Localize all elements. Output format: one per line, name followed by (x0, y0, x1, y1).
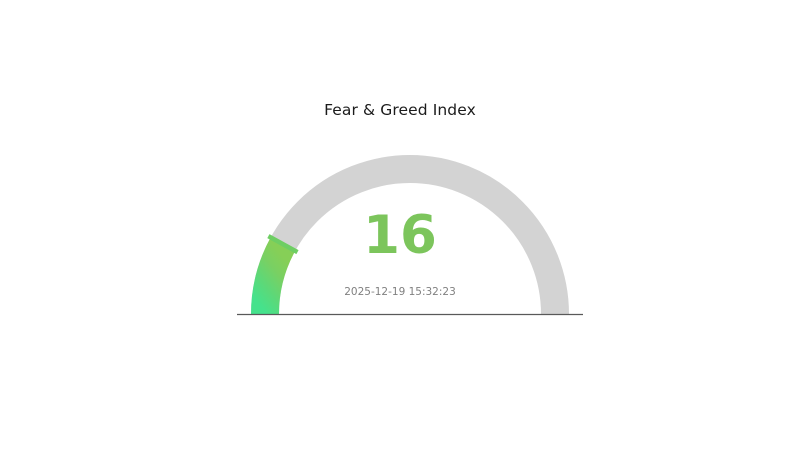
gauge-value-readout: 16 (363, 205, 437, 266)
gauge-timestamp: 2025-12-19 15:32:23 (344, 286, 456, 298)
page-title: Fear & Greed Index (324, 101, 476, 119)
gauge-arc-icon (251, 237, 296, 315)
gauge-end-cap-icon (267, 234, 299, 255)
